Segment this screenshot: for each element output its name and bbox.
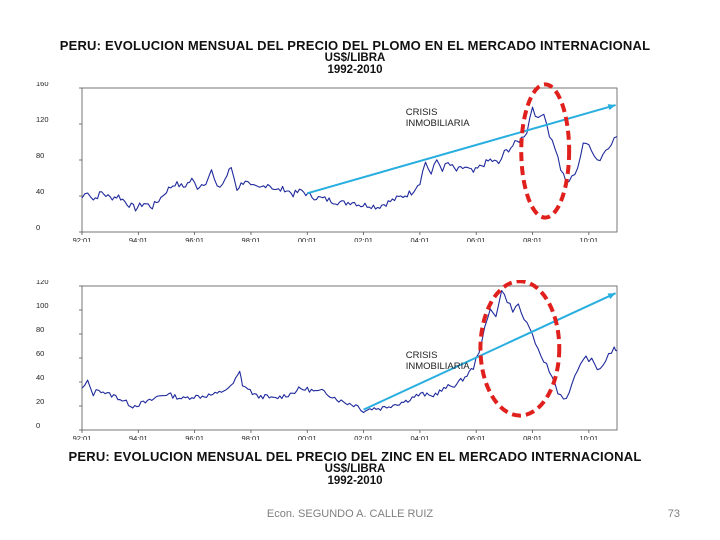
zinc-x-tick-label: 94:01	[129, 434, 148, 440]
lead-y-tick-label: 120	[36, 115, 49, 124]
zinc-y-tick-label: 80	[36, 325, 44, 334]
zinc-y-tick-label: 100	[36, 301, 49, 310]
lead-x-tick-label: 02:01	[354, 236, 373, 242]
zinc-trend-line	[363, 292, 617, 411]
zinc-x-tick-label: 00:01	[298, 434, 317, 440]
zinc-crisis-ellipse	[478, 280, 562, 418]
zinc-x-tick-label: 98:01	[242, 434, 261, 440]
lead-x-tick-label: 96:01	[185, 236, 204, 242]
lead-trend-arrow-head	[607, 104, 616, 111]
zinc-x-tick-label: 04:01	[411, 434, 430, 440]
zinc-price-series-line	[81, 290, 618, 414]
zinc-chart-title-line-2: US$/LIBRA	[324, 463, 386, 475]
zinc-y-tick-label: 60	[36, 349, 44, 358]
lead-chart-title-line-2: US$/LIBRA	[324, 52, 386, 64]
zinc-chart-title: PERU: EVOLUCION MENSUAL DEL PRECIO DEL Z…	[30, 449, 680, 487]
lead-y-tick-label: 160	[36, 82, 49, 88]
zinc-y-tick-label: 120	[36, 280, 49, 286]
zinc-crisis-annotation-line: CRISIS	[406, 350, 438, 361]
zinc-x-tick-label: 96:01	[185, 434, 204, 440]
page-number: 73	[667, 508, 680, 520]
lead-x-tick-label: 08:01	[523, 236, 542, 242]
lead-trend-line	[306, 104, 616, 195]
zinc-price-chart: 0 20 40 60 80 100 120 92:01 94:01 96:01 98:01 00:01…	[36, 280, 618, 440]
lead-x-tick-label: 04:01	[411, 236, 430, 242]
lead-price-series-line	[81, 106, 618, 212]
zinc-chart-title-line-3: 1992-2010	[327, 475, 383, 487]
zinc-y-tick-label: 40	[36, 373, 44, 382]
author-footer: Econ. SEGUNDO A. CALLE RUIZ	[266, 508, 434, 520]
lead-x-tick-label: 10:01	[579, 236, 598, 242]
zinc-y-tick-label: 20	[36, 397, 44, 406]
zinc-chart-title-line-1: PERU: EVOLUCION MENSUAL DEL PRECIO DEL Z…	[68, 449, 642, 464]
lead-chart-title-line-3: 1992-2010	[327, 64, 383, 76]
lead-y-tick-label: 0	[36, 223, 40, 232]
zinc-y-tick-label: 0	[36, 421, 40, 430]
lead-price-chart: 0 40 80 120 160 92:01 94:01 96:01 98:01 00:01 02:0…	[36, 82, 618, 242]
lead-crisis-ellipse	[519, 82, 572, 220]
lead-y-tick-label: 40	[36, 187, 44, 196]
lead-x-tick-label: 98:01	[242, 236, 261, 242]
lead-x-tick-label: 92:01	[73, 236, 92, 242]
zinc-x-tick-label: 06:01	[467, 434, 486, 440]
lead-crisis-annotation-line: CRISIS	[406, 107, 438, 118]
zinc-x-tick-label: 10:01	[579, 434, 598, 440]
lead-chart-title-line-1: PERU: EVOLUCION MENSUAL DEL PRECIO DEL P…	[59, 38, 651, 53]
zinc-plot-frame	[81, 285, 618, 431]
lead-x-tick-label: 94:01	[129, 236, 148, 242]
zinc-x-tick-label: 02:01	[354, 434, 373, 440]
zinc-x-tick-label: 08:01	[523, 434, 542, 440]
lead-x-tick-label: 06:01	[467, 236, 486, 242]
zinc-x-tick-label: 92:01	[73, 434, 92, 440]
zinc-trend-arrow-head	[607, 293, 616, 300]
lead-chart-title: PERU: EVOLUCION MENSUAL DEL PRECIO DEL P…	[30, 38, 680, 76]
lead-crisis-annotation-line: INMOBILIARIA	[406, 118, 471, 129]
zinc-crisis-annotation-line: INMOBILIARIA	[406, 361, 471, 372]
lead-x-tick-label: 00:01	[298, 236, 317, 242]
lead-y-tick-label: 80	[36, 151, 44, 160]
